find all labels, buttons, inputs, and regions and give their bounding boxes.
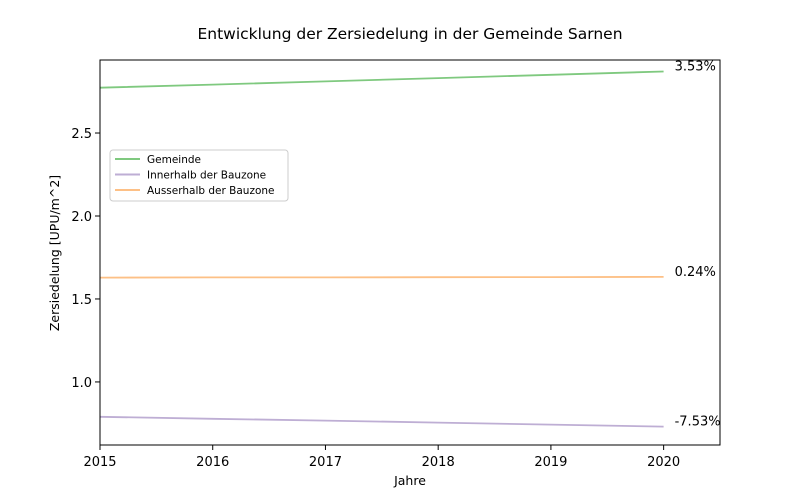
end-label-0: 3.53% — [675, 60, 716, 75]
end-label-2: 0.24% — [675, 265, 716, 280]
legend-label-1: Innerhalb der Bauzone — [147, 170, 266, 182]
y-tick-label: 1.5 — [71, 293, 92, 308]
series-line-1 — [99, 415, 664, 428]
end-label-1: -7.53% — [675, 415, 721, 430]
x-axis-label: Jahre — [393, 473, 426, 488]
y-tick-label: 1.0 — [71, 376, 92, 391]
y-axis: 1.0 1.5 2.0 2.5 — [71, 127, 100, 391]
x-tick-label: 2020 — [647, 455, 680, 470]
series-line-0 — [99, 70, 664, 89]
legend: Gemeinde Innerhalb der Bauzone Ausserhalb … — [109, 149, 289, 202]
x-tick-label: 2016 — [196, 455, 229, 470]
legend-label-0: Gemeinde — [147, 154, 201, 166]
chart-title: Entwicklung der Zersiedelung in der Geme… — [197, 25, 622, 43]
y-tick-label: 2.5 — [71, 127, 92, 142]
series-line-2 — [99, 275, 664, 279]
x-tick-label: 2015 — [83, 455, 116, 470]
plot-area: 3.53% -7.53% 0.24% — [99, 60, 721, 430]
legend-box — [109, 149, 289, 202]
y-axis-label: Zersiedelung [UPU/m^2] — [47, 175, 62, 331]
plot-frame — [99, 59, 721, 446]
x-tick-label: 2019 — [534, 455, 567, 470]
y-tick-label: 2.0 — [71, 210, 92, 225]
legend-label-2: Ausserhalb der Bauzone — [147, 185, 275, 197]
x-tick-label: 2017 — [309, 455, 342, 470]
x-axis: 2015 2016 2017 2018 2019 2020 — [83, 445, 680, 470]
x-tick-label: 2018 — [422, 455, 455, 470]
